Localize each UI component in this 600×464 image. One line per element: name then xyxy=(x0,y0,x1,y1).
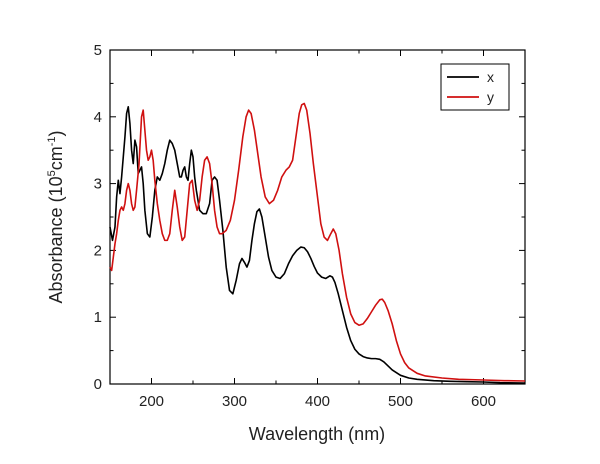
y-tick-label-4: 4 xyxy=(94,109,102,126)
y-tick-label-0: 0 xyxy=(94,376,102,393)
y-axis-title-sup2: -1 xyxy=(46,137,58,147)
y-axis-title-part1: Absorbance (10 xyxy=(46,176,66,303)
legend-label-y: y xyxy=(487,89,494,105)
x-tick-label-300: 300 xyxy=(222,393,247,410)
y-tick-label-1: 1 xyxy=(94,309,102,326)
x-tick-label-600: 600 xyxy=(471,393,496,410)
series-line-y xyxy=(109,102,526,382)
y-axis-ticks: 0 1 2 3 4 5 xyxy=(94,42,525,393)
x-tick-label-200: 200 xyxy=(139,393,164,410)
y-axis-title-part2: cm xyxy=(46,146,66,170)
legend: x y xyxy=(440,63,510,111)
x-axis-title: Wavelength (nm) xyxy=(249,424,385,444)
y-tick-label-2: 2 xyxy=(94,242,102,259)
legend-label-x: x xyxy=(487,69,494,85)
series-line-x xyxy=(109,105,526,384)
x-axis-ticks: 200 300 400 500 600 xyxy=(109,50,526,410)
y-axis-title-sup1: 5 xyxy=(46,170,58,176)
y-axis-title-part3: ) xyxy=(46,131,66,137)
y-tick-label-3: 3 xyxy=(94,176,102,193)
legend-box xyxy=(440,63,510,111)
y-axis-title: Absorbance (105cm-1) xyxy=(46,131,66,304)
x-tick-label-500: 500 xyxy=(388,393,413,410)
series-layer xyxy=(109,102,526,384)
x-tick-label-400: 400 xyxy=(305,393,330,410)
y-tick-label-5: 5 xyxy=(94,42,102,59)
